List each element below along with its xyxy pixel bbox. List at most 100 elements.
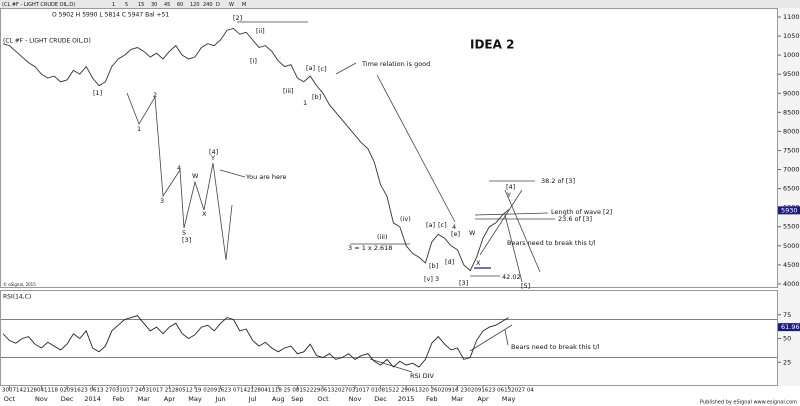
x-tick-label: Oct xyxy=(4,395,16,403)
current-value-box xyxy=(778,206,800,215)
rsi-title: RSI(14,C) xyxy=(3,294,31,301)
x-tick-label: Mar xyxy=(451,395,464,403)
annotation: [3] xyxy=(182,236,191,244)
annotation: [i] xyxy=(250,57,257,65)
x-tick-label: Feb xyxy=(426,395,438,403)
annotation: [e] xyxy=(451,230,460,238)
x-tick-label: Feb xyxy=(112,395,124,403)
price-panel xyxy=(0,8,778,288)
annotation: 2 xyxy=(153,91,157,99)
annotation: W xyxy=(192,172,199,180)
annotation: 38.2 of [3] xyxy=(541,177,575,185)
annotation: 1 xyxy=(137,125,141,133)
interval-button[interactable]: W xyxy=(229,2,234,8)
annotation: 3 xyxy=(160,197,164,205)
annotation: X xyxy=(202,210,207,218)
y-tick-label: 4000 xyxy=(783,280,800,288)
x-tick-label: Nov xyxy=(35,395,48,403)
current-value: 5930 xyxy=(781,206,798,214)
annotation: [v] 3 xyxy=(424,275,439,283)
x-tick-label: Dec xyxy=(374,395,387,403)
price-title: (CL #F - LIGHT CRUDE OIL,D) xyxy=(3,38,91,45)
x-tick-label: May xyxy=(502,395,516,403)
interval-button[interactable]: 45 xyxy=(164,2,170,8)
interval-button[interactable]: 15 xyxy=(138,2,144,8)
annotation: 1 xyxy=(303,99,307,107)
x-tick-label: 2014 xyxy=(84,395,101,403)
x-tick-label: Oct xyxy=(317,395,329,403)
x-tick-label: Mar xyxy=(138,395,151,403)
interval-button[interactable]: 30 xyxy=(151,2,157,8)
footer: Published by eSignal www.esignal.com xyxy=(700,400,797,406)
y-tick-label: 7500 xyxy=(783,146,800,154)
day-labels: 3007142128041118 02091623 0613 27031017 … xyxy=(2,388,534,394)
annotation: [a] xyxy=(426,221,435,229)
annotation: 5 xyxy=(182,229,186,237)
annotation: [2] xyxy=(233,14,242,22)
interval-button[interactable]: 60 xyxy=(177,2,183,8)
y-tick-label: 5500 xyxy=(783,223,800,231)
annotation: (iv) xyxy=(400,215,411,223)
annotation: 4 xyxy=(177,164,181,172)
annotation: W xyxy=(469,229,476,237)
interval-button[interactable]: 240 xyxy=(203,2,213,8)
annotation: [3] xyxy=(459,279,468,287)
interval-button[interactable]: D xyxy=(216,2,220,8)
y-tick-label: 5000 xyxy=(783,242,800,250)
x-tick-label: Jun xyxy=(215,395,226,403)
x-tick-label: Aug xyxy=(272,395,285,403)
interval-button[interactable]: 5 xyxy=(125,2,128,8)
annotation: 42.02 xyxy=(502,273,521,281)
interval-button[interactable]: 120 xyxy=(190,2,200,8)
toolbar xyxy=(0,0,800,8)
interval-button[interactable]: M xyxy=(242,2,246,8)
x-tick-label: Apr xyxy=(164,395,176,403)
annotation: [iii] xyxy=(283,87,294,95)
annotation: (iii) xyxy=(377,233,388,241)
y-tick-label: 8500 xyxy=(783,108,800,116)
annotation: [a] xyxy=(306,64,315,72)
y-tick-label: 6500 xyxy=(783,185,800,193)
x-tick-label: Nov xyxy=(349,395,362,403)
x-tick-label: Apr xyxy=(477,395,489,403)
price-line xyxy=(2,27,509,272)
copyright: © eSignal, 2015 xyxy=(3,282,36,287)
annotation: [b] xyxy=(429,262,438,270)
annotation: [ii] xyxy=(256,27,265,35)
x-tick-label: Dec xyxy=(61,395,74,403)
current-value: 61.96 xyxy=(781,323,800,331)
x-tick-label: 2015 xyxy=(398,395,415,403)
annotation: [d] xyxy=(445,258,454,266)
y-tick-label: 10500 xyxy=(783,32,800,40)
annotation: Bears need to break this t/l xyxy=(507,239,596,247)
interval-button[interactable]: 1 xyxy=(112,2,115,8)
y-tick-label: 7000 xyxy=(783,166,800,174)
annotation: [b] xyxy=(312,93,321,101)
annotation: [5] xyxy=(521,282,530,290)
annotation: RSI DIV xyxy=(410,372,435,380)
annotation: X xyxy=(476,259,481,267)
drawings xyxy=(126,21,555,373)
annotation: IDEA 2 xyxy=(470,38,514,52)
x-tick-label: May xyxy=(188,395,202,403)
y-tick-label: 25 xyxy=(783,358,791,366)
annotation: You are here xyxy=(245,173,287,181)
annotation: Time relation is good xyxy=(361,60,430,68)
annotation: 23.6 of [3] xyxy=(558,215,592,223)
right-axis xyxy=(778,8,800,386)
y-tick-label: 10000 xyxy=(783,51,800,59)
annotation: [4] xyxy=(209,148,218,156)
x-tick-label: Jul xyxy=(248,395,257,403)
annotation: [1] xyxy=(93,89,102,97)
y-tick-label: 4500 xyxy=(783,261,800,269)
x-tick-label: Sep xyxy=(291,395,303,403)
rsi-panel xyxy=(0,290,778,386)
annotation: Y xyxy=(210,154,215,162)
annotation: 3 = 1 x 2.618 xyxy=(348,244,392,252)
symbol: (CL #F - LIGHT CRUDE OIL,D) xyxy=(2,2,75,8)
y-tick-label: 50 xyxy=(783,335,791,343)
y-tick-label: 9500 xyxy=(783,70,800,78)
annotation: 4 xyxy=(452,223,456,231)
